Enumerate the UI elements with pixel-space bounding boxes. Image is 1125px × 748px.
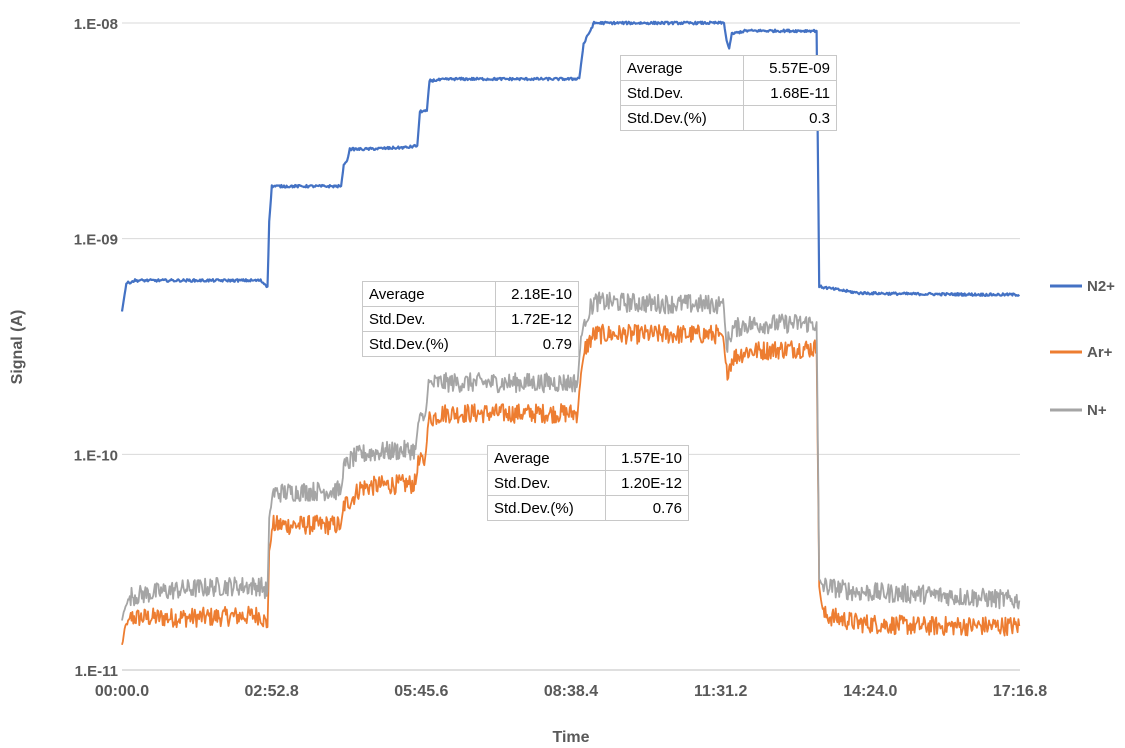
stat-label: Std.Dev. [362, 306, 496, 332]
y-axis-ticks: 1.E-11 1.E-10 1.E-09 1.E-08 [74, 16, 118, 680]
stat-value: 0.3 [743, 105, 837, 131]
stat-value: 1.57E-10 [605, 445, 689, 471]
x-tick-label: 17:16.8 [993, 683, 1047, 700]
stat-label: Average [620, 55, 744, 81]
stat-label: Average [362, 281, 496, 307]
table-row: Average 1.57E-10 [487, 445, 689, 471]
series-line-n-plus [121, 291, 1021, 621]
grid-lines [122, 22, 1020, 455]
stat-value: 0.76 [605, 495, 689, 521]
y-tick-label: 1.E-11 [75, 663, 118, 680]
series-line-ar-plus [121, 323, 1021, 646]
stats-table-n: Average 2.18E-10 Std.Dev. 1.72E-12 Std.Dev… [362, 281, 579, 357]
y-axis-title: Signal (A) [9, 310, 26, 385]
stat-value: 2.18E-10 [495, 281, 579, 307]
x-tick-label: 14:24.0 [843, 683, 897, 700]
stat-value: 1.72E-12 [495, 306, 579, 332]
x-tick-label: 00:00.0 [95, 683, 149, 700]
stat-value: 1.68E-11 [743, 80, 837, 106]
x-tick-label: 08:38.4 [544, 683, 598, 700]
series-lines [120, 20, 1021, 646]
stat-value: 5.57E-09 [743, 55, 837, 81]
y-tick-label: 1.E-10 [74, 447, 118, 464]
legend: N2+ Ar+ N+ [1050, 278, 1115, 419]
stat-label: Std.Dev. [620, 80, 744, 106]
stats-table-n2: Average 5.57E-09 Std.Dev. 1.68E-11 Std.Dev… [620, 55, 837, 131]
y-tick-label: 1.E-09 [74, 232, 118, 249]
table-row: Std.Dev.(%) 0.79 [362, 331, 579, 357]
table-row: Std.Dev.(%) 0.76 [487, 495, 689, 521]
legend-label: N2+ [1087, 278, 1115, 295]
legend-label: N+ [1087, 402, 1107, 419]
stats-table-ar: Average 1.57E-10 Std.Dev. 1.20E-12 Std.Dev… [487, 445, 689, 521]
stat-value: 0.79 [495, 331, 579, 357]
stat-label: Average [487, 445, 606, 471]
y-tick-label: 1.E-08 [74, 16, 118, 33]
table-row: Std.Dev.(%) 0.3 [620, 105, 837, 131]
table-row: Std.Dev. 1.68E-11 [620, 80, 837, 106]
stat-label: Std.Dev. [487, 470, 606, 496]
stat-label: Std.Dev.(%) [487, 495, 606, 521]
table-row: Average 5.57E-09 [620, 55, 837, 81]
x-tick-label: 05:45.6 [394, 683, 448, 700]
x-tick-label: 02:52.8 [245, 683, 299, 700]
table-row: Std.Dev. 1.20E-12 [487, 470, 689, 496]
stat-label: Std.Dev.(%) [362, 331, 496, 357]
x-tick-label: 11:31.2 [694, 683, 747, 700]
x-axis-title: Time [552, 729, 589, 746]
table-row: Average 2.18E-10 [362, 281, 579, 307]
series-line-n2-plus [120, 20, 1021, 312]
legend-label: Ar+ [1087, 344, 1113, 361]
x-axis-ticks: 00:00.0 02:52.8 05:45.6 08:38.4 11:31.2 14:24… [95, 683, 1047, 700]
stat-value: 1.20E-12 [605, 470, 689, 496]
table-row: Std.Dev. 1.72E-12 [362, 306, 579, 332]
stat-label: Std.Dev.(%) [620, 105, 744, 131]
